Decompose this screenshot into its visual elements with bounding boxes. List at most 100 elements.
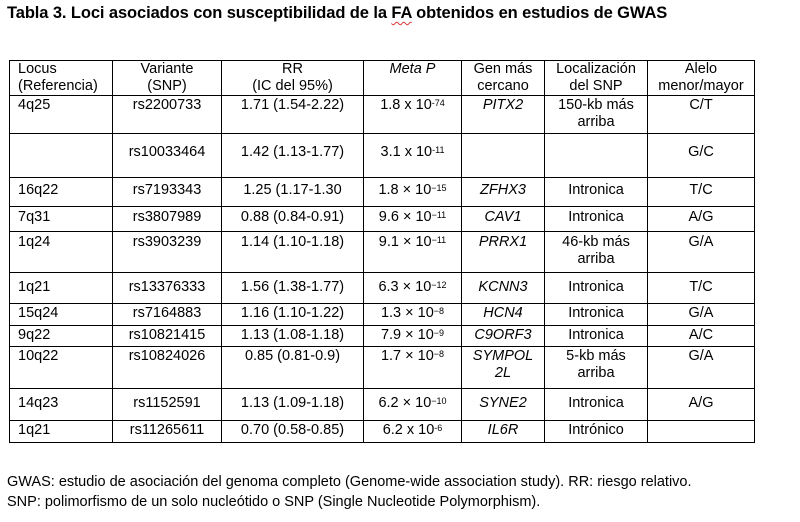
cell-meta-p: 7.9 × 10−9 (363, 325, 462, 347)
table-row: 4q25 rs2200733 1.71 (1.54-2.22) 1.8 x 10-74… (9, 95, 755, 134)
cell-gene: KCNN3 (461, 272, 545, 304)
cell-localizacion: Intronica (544, 388, 648, 421)
cell-snp: rs10821415 (112, 325, 222, 347)
cell-localizacion (544, 133, 648, 178)
title-text-after: obtenidos en estudios de GWAS (411, 4, 668, 22)
cell-meta-p: 6.3 × 10−12 (363, 272, 462, 304)
table-row: 1q21 rs13376333 1.56 (1.38-1.77) 6.3 × 10−1… (9, 272, 755, 304)
table-row: 7q31 rs3807989 0.88 (0.84-0.91) 9.6 × 10−11… (9, 206, 755, 232)
cell-meta-p: 6.2 x 10-6 (363, 420, 462, 443)
header-variante: Variante (SNP) (112, 60, 222, 96)
header-gen: Gen más cercano (461, 60, 545, 96)
header-alelo: Alelo menor/mayor (647, 60, 755, 96)
cell-meta-p: 1.8 x 10-74 (363, 95, 462, 134)
cell-rr: 1.25 (1.17-1.30 (221, 177, 364, 207)
cell-gene: IL6R (461, 420, 545, 443)
cell-gene: ZFHX3 (461, 177, 545, 207)
cell-meta-p: 9.6 × 10−11 (363, 206, 462, 232)
cell-alelo: G/A (647, 231, 755, 273)
cell-snp: rs2200733 (112, 95, 222, 134)
cell-snp: rs10033464 (112, 133, 222, 178)
title-text-before: Tabla 3. Loci asociados con susceptibili… (7, 4, 392, 22)
cell-snp: rs7164883 (112, 303, 222, 326)
cell-meta-p: 6.2 × 10−10 (363, 388, 462, 421)
cell-gene: PRRX1 (461, 231, 545, 273)
cell-locus (9, 133, 113, 178)
cell-snp: rs3807989 (112, 206, 222, 232)
cell-alelo: G/A (647, 303, 755, 326)
cell-rr: 1.16 (1.10-1.22) (221, 303, 364, 326)
table-row: 1q24 rs3903239 1.14 (1.10-1.18) 9.1 × 10−11… (9, 231, 755, 273)
cell-alelo: G/A (647, 346, 755, 389)
cell-snp: rs3903239 (112, 231, 222, 273)
cell-locus: 1q24 (9, 231, 113, 273)
cell-locus: 14q23 (9, 388, 113, 421)
cell-snp: rs7193343 (112, 177, 222, 207)
table-row: rs10033464 1.42 (1.13-1.77) 3.1 x 10-11 G/C (9, 133, 755, 178)
header-localizacion: Localización del SNP (544, 60, 648, 96)
cell-gene: SYMPOL 2L (461, 346, 545, 389)
cell-rr: 1.56 (1.38-1.77) (221, 272, 364, 304)
cell-snp: rs11265611 (112, 420, 222, 443)
cell-gene (461, 133, 545, 178)
cell-snp: rs13376333 (112, 272, 222, 304)
header-locus: Locus (Referencia) (9, 60, 113, 96)
cell-rr: 1.14 (1.10-1.18) (221, 231, 364, 273)
cell-locus: 4q25 (9, 95, 113, 134)
cell-snp: rs1152591 (112, 388, 222, 421)
footnote-line-1: GWAS: estudio de asociación del genoma c… (7, 474, 692, 490)
cell-meta-p: 9.1 × 10−11 (363, 231, 462, 273)
cell-meta-p: 1.8 × 10−15 (363, 177, 462, 207)
title-text-fa: FA (391, 4, 412, 22)
table-row: 14q23 rs1152591 1.13 (1.09-1.18) 6.2 × 10−1… (9, 388, 755, 421)
gwas-loci-table: Locus (Referencia) Variante (SNP) RR (IC de… (9, 60, 755, 443)
cell-alelo: C/T (647, 95, 755, 134)
cell-locus: 15q24 (9, 303, 113, 326)
cell-locus: 16q22 (9, 177, 113, 207)
cell-rr: 1.13 (1.09-1.18) (221, 388, 364, 421)
table-title: Tabla 3. Loci asociados con susceptibili… (7, 4, 667, 23)
table-body: 4q25 rs2200733 1.71 (1.54-2.22) 1.8 x 10-74… (9, 95, 755, 443)
cell-gene: CAV1 (461, 206, 545, 232)
cell-gene: C9ORF3 (461, 325, 545, 347)
cell-alelo: A/G (647, 206, 755, 232)
cell-localizacion: 5-kb más arriba (544, 346, 648, 389)
cell-localizacion: Intronica (544, 177, 648, 207)
footnote-line-2: SNP: polimorfismo de un solo nucleótido … (7, 494, 541, 510)
table-header: Locus (Referencia) Variante (SNP) RR (IC de… (9, 60, 755, 96)
cell-rr: 0.88 (0.84-0.91) (221, 206, 364, 232)
cell-localizacion: Intronica (544, 272, 648, 304)
cell-localizacion: 150-kb más arriba (544, 95, 648, 134)
header-rr: RR (IC del 95%) (221, 60, 364, 96)
cell-alelo: A/C (647, 325, 755, 347)
header-meta-p: Meta P (363, 60, 462, 96)
table-row: 10q22 rs10824026 0.85 (0.81-0.9) 1.7 × 10−8… (9, 346, 755, 389)
cell-gene: SYNE2 (461, 388, 545, 421)
table-row: 16q22 rs7193343 1.25 (1.17-1.30 1.8 × 10−15… (9, 177, 755, 207)
cell-rr: 1.13 (1.08-1.18) (221, 325, 364, 347)
cell-localizacion: 46-kb más arriba (544, 231, 648, 273)
cell-rr: 1.42 (1.13-1.77) (221, 133, 364, 178)
cell-alelo: T/C (647, 272, 755, 304)
cell-meta-p: 1.7 × 10−8 (363, 346, 462, 389)
footnote: GWAS: estudio de asociación del genoma c… (7, 472, 797, 512)
header-row: Locus (Referencia) Variante (SNP) RR (IC de… (9, 60, 755, 96)
cell-rr: 0.85 (0.81-0.9) (221, 346, 364, 389)
cell-locus: 1q21 (9, 420, 113, 443)
cell-localizacion: Intronica (544, 325, 648, 347)
cell-gene: PITX2 (461, 95, 545, 134)
cell-gene: HCN4 (461, 303, 545, 326)
cell-localizacion: Intronica (544, 303, 648, 326)
cell-locus: 9q22 (9, 325, 113, 347)
cell-rr: 0.70 (0.58-0.85) (221, 420, 364, 443)
table-row: 15q24 rs7164883 1.16 (1.10-1.22) 1.3 × 10−8… (9, 303, 755, 326)
cell-meta-p: 1.3 × 10−8 (363, 303, 462, 326)
cell-snp: rs10824026 (112, 346, 222, 389)
cell-localizacion: Intrónico (544, 420, 648, 443)
cell-alelo (647, 420, 755, 443)
cell-alelo: T/C (647, 177, 755, 207)
cell-locus: 1q21 (9, 272, 113, 304)
cell-meta-p: 3.1 x 10-11 (363, 133, 462, 178)
table-row: 9q22 rs10821415 1.13 (1.08-1.18) 7.9 × 10−9… (9, 325, 755, 347)
cell-locus: 10q22 (9, 346, 113, 389)
